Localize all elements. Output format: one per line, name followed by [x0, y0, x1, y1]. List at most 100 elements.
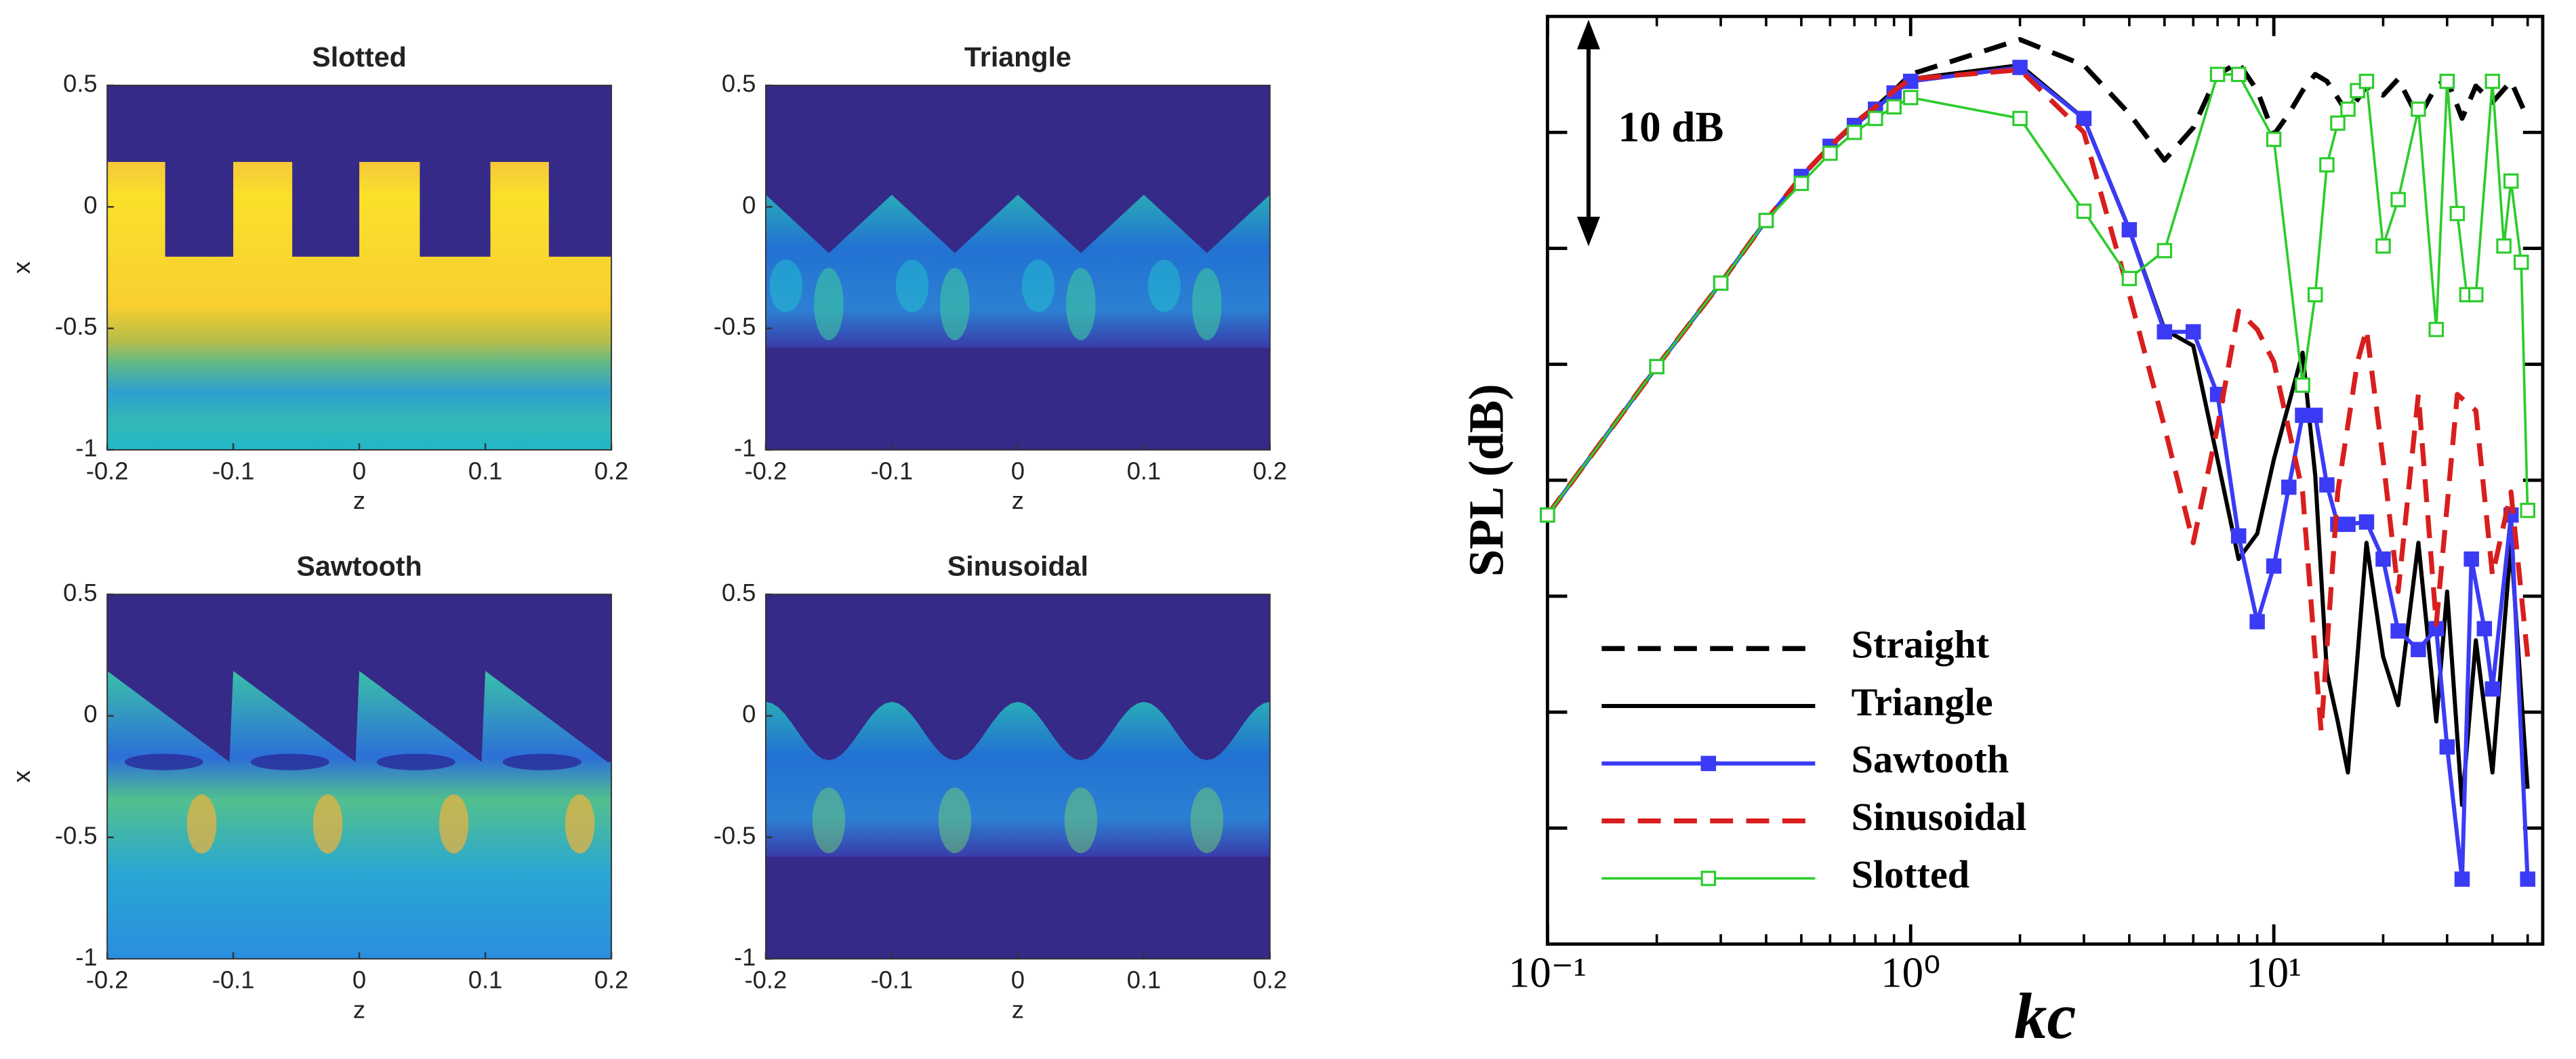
- heatmap-panel: Slotted -0.2 -0.1 0 0.1 0.2 -1 -0.5 0 0.5 z x: [7, 41, 628, 514]
- feature: [438, 794, 469, 854]
- x-tick-label: 0.1: [1127, 966, 1162, 994]
- x-tick-label: 10⁰: [1881, 949, 1940, 996]
- marker: [2340, 101, 2356, 117]
- feature: [565, 794, 595, 854]
- marker: [2319, 157, 2335, 173]
- marker: [2358, 514, 2375, 530]
- marker: [2439, 739, 2455, 755]
- marker: [2463, 551, 2479, 567]
- feature: [250, 753, 330, 770]
- feature: [186, 794, 217, 854]
- marker: [2375, 238, 2391, 254]
- panel-title: Sawtooth: [296, 550, 422, 581]
- feature: [812, 787, 846, 854]
- field: [765, 194, 1270, 348]
- legend-label: Straight: [1852, 623, 1990, 667]
- feature: [895, 259, 929, 312]
- marker: [2295, 377, 2310, 393]
- marker: [1846, 125, 1862, 140]
- marker: [2449, 205, 2466, 222]
- panel-title: Triangle: [964, 41, 1071, 72]
- feature: [1190, 787, 1224, 854]
- legend-label: Sawtooth: [1852, 737, 2009, 781]
- series-line: [1545, 65, 2530, 881]
- y-tick-label: -1: [75, 943, 97, 971]
- y-axis-label: x: [7, 262, 35, 274]
- x-tick-label: -0.2: [86, 966, 129, 994]
- marker: [1868, 110, 1883, 127]
- y-tick-label: 0.5: [722, 579, 756, 606]
- x-tick-label: 0.2: [594, 966, 629, 994]
- x-tick-label: 0.2: [1253, 457, 1288, 484]
- y-tick-label: 0.5: [722, 70, 756, 98]
- marker: [2156, 324, 2173, 340]
- x-tick-label: -0.1: [871, 966, 914, 994]
- marker: [2012, 60, 2028, 75]
- marker: [2375, 551, 2391, 567]
- marker: [2485, 73, 2501, 89]
- y-tick-label: 0: [83, 700, 97, 728]
- panel-title: Slotted: [312, 41, 407, 72]
- x-tick-label: -0.2: [745, 966, 788, 994]
- x-tick-label: 10¹: [2246, 949, 2302, 996]
- marker: [2496, 238, 2512, 254]
- marker: [2358, 73, 2375, 89]
- y-tick-label: -0.5: [55, 312, 98, 340]
- marker: [2249, 614, 2265, 629]
- y-tick-label: 0: [83, 191, 97, 219]
- marker: [2156, 243, 2173, 259]
- legend-marker: [1700, 755, 1717, 772]
- marker: [2428, 322, 2445, 337]
- marker: [2454, 871, 2470, 887]
- x-axis-label: z: [1012, 995, 1024, 1023]
- marker: [2266, 131, 2282, 147]
- marker: [2520, 871, 2535, 887]
- feature: [938, 787, 972, 854]
- y-tick-label: 0.5: [63, 70, 98, 98]
- marker: [1649, 358, 1664, 375]
- marker: [2295, 407, 2310, 423]
- x-tick-label: -0.2: [86, 457, 129, 484]
- x-tick-label: 0.1: [468, 457, 503, 484]
- legend-label: Sinusoidal: [1852, 795, 2027, 839]
- x-tick-label: -0.1: [212, 966, 255, 994]
- y-tick-label: -1: [734, 434, 756, 462]
- feature: [1147, 259, 1181, 312]
- slot: [292, 158, 360, 257]
- marker: [2185, 324, 2201, 340]
- feature: [814, 268, 844, 341]
- heatmap-panel: Sawtooth -0.2 -0.1 0 0.1 0.2 -1 -0.5 0 0.5 z x: [7, 550, 628, 1023]
- marker: [2266, 558, 2282, 574]
- marker: [1902, 73, 1919, 89]
- feature: [124, 753, 204, 770]
- slot: [548, 158, 612, 257]
- y-axis-label: x: [7, 262, 35, 274]
- marker: [2121, 270, 2138, 287]
- feature: [1064, 787, 1098, 854]
- x-tick-label: -0.1: [212, 457, 255, 484]
- arrow-head: [1576, 20, 1600, 49]
- y-tick-label: -0.5: [55, 821, 98, 849]
- feature: [376, 753, 456, 770]
- y-axis-label: x: [7, 770, 35, 783]
- heatmaps: Slotted -0.2 -0.1 0 0.1 0.2 -1 -0.5 0 0.5 z x Triang…: [7, 41, 1287, 1023]
- marker: [2076, 203, 2092, 220]
- x-axis-label: z: [353, 995, 365, 1023]
- legend-label: Triangle: [1852, 680, 1993, 724]
- x-tick-label: 0.1: [468, 966, 503, 994]
- x-tick-label: 10⁻¹: [1509, 949, 1587, 996]
- y-tick-label: 0.5: [63, 579, 98, 606]
- marker: [1793, 175, 1810, 191]
- marker: [2307, 407, 2323, 423]
- legend-marker: [1700, 871, 1717, 886]
- feature: [1192, 268, 1222, 341]
- x-axis-label: kc: [2014, 980, 2076, 1052]
- marker: [2476, 621, 2493, 637]
- marker: [1758, 213, 1774, 228]
- y-tick-label: -0.5: [714, 821, 756, 849]
- x-tick-label: 0: [352, 457, 366, 484]
- y-tick-label: 0: [742, 700, 756, 728]
- x-tick-label: 0.2: [594, 457, 629, 484]
- marker: [2513, 254, 2529, 270]
- slot: [165, 158, 234, 257]
